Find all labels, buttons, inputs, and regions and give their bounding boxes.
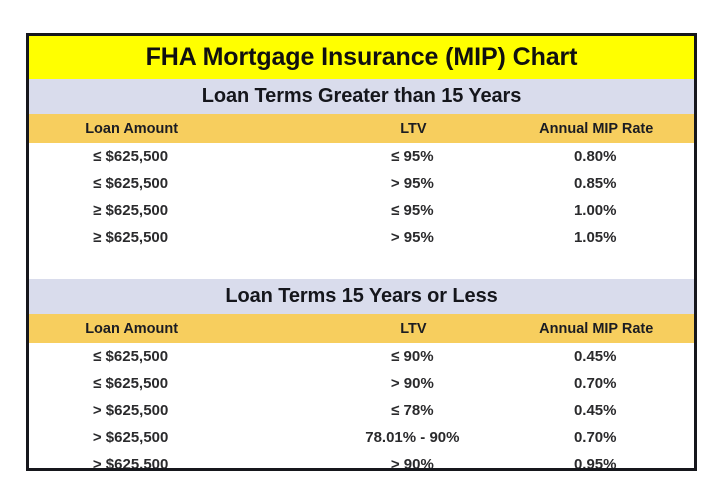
- section-gap: [29, 251, 694, 279]
- mip-chart-frame: FHA Mortgage Insurance (MIP) Chart Loan …: [26, 33, 697, 471]
- cell-annual-mip-rate: 0.85%: [504, 170, 694, 197]
- cell-loan-amount: ≥ $625,500: [29, 224, 319, 251]
- column-header-annual-mip-rate: Annual MIP Rate: [504, 114, 694, 143]
- cell-loan-amount: > $625,500: [29, 451, 319, 468]
- column-header-loan-amount: Loan Amount: [29, 314, 319, 343]
- column-header-loan-amount: Loan Amount: [29, 114, 319, 143]
- column-header-annual-mip-rate: Annual MIP Rate: [504, 314, 694, 343]
- section-heading-band-2: Loan Terms 15 Years or Less: [29, 279, 694, 314]
- mip-table-15-years-or-less: Loan Amount LTV Annual MIP Rate ≤ $625,5…: [29, 314, 694, 468]
- table-row: ≥ $625,500 ≤ 95% 1.00%: [29, 197, 694, 224]
- cell-loan-amount: ≤ $625,500: [29, 143, 319, 170]
- table-row: > $625,500 ≤ 78% 0.45%: [29, 397, 694, 424]
- cell-ltv: 78.01% - 90%: [318, 424, 505, 451]
- cell-loan-amount: > $625,500: [29, 397, 319, 424]
- cell-annual-mip-rate: 0.80%: [504, 143, 694, 170]
- cell-loan-amount: ≥ $625,500: [29, 197, 319, 224]
- cell-annual-mip-rate: 0.45%: [504, 343, 694, 370]
- table-row: ≤ $625,500 ≤ 90% 0.45%: [29, 343, 694, 370]
- section-heading-2: Loan Terms 15 Years or Less: [225, 285, 498, 307]
- cell-annual-mip-rate: 0.70%: [504, 370, 694, 397]
- cell-annual-mip-rate: 0.95%: [504, 451, 694, 468]
- cell-ltv: > 95%: [318, 224, 505, 251]
- cell-ltv: ≤ 90%: [318, 343, 505, 370]
- column-header-ltv: LTV: [318, 114, 505, 143]
- chart-title: FHA Mortgage Insurance (MIP) Chart: [145, 43, 578, 71]
- section-heading-band-1: Loan Terms Greater than 15 Years: [29, 79, 694, 114]
- cell-loan-amount: ≤ $625,500: [29, 170, 319, 197]
- cell-ltv: > 90%: [318, 451, 505, 468]
- section-heading-1: Loan Terms Greater than 15 Years: [201, 85, 522, 107]
- column-header-ltv: LTV: [318, 314, 505, 343]
- cell-ltv: ≤ 95%: [318, 197, 505, 224]
- table-row: ≤ $625,500 > 90% 0.70%: [29, 370, 694, 397]
- cell-annual-mip-rate: 1.00%: [504, 197, 694, 224]
- cell-annual-mip-rate: 0.70%: [504, 424, 694, 451]
- table-header-row: Loan Amount LTV Annual MIP Rate: [29, 314, 694, 343]
- table-row: > $625,500 > 90% 0.95%: [29, 451, 694, 468]
- table-row: ≥ $625,500 > 95% 1.05%: [29, 224, 694, 251]
- cell-loan-amount: ≤ $625,500: [29, 370, 319, 397]
- table-row: ≤ $625,500 ≤ 95% 0.80%: [29, 143, 694, 170]
- cell-ltv: > 90%: [318, 370, 505, 397]
- cell-loan-amount: > $625,500: [29, 424, 319, 451]
- cell-ltv: > 95%: [318, 170, 505, 197]
- chart-title-band: FHA Mortgage Insurance (MIP) Chart: [29, 36, 694, 79]
- table-row: > $625,500 78.01% - 90% 0.70%: [29, 424, 694, 451]
- cell-ltv: ≤ 78%: [318, 397, 505, 424]
- mip-table-over-15-years: Loan Amount LTV Annual MIP Rate ≤ $625,5…: [29, 114, 694, 251]
- table-row: ≤ $625,500 > 95% 0.85%: [29, 170, 694, 197]
- cell-annual-mip-rate: 0.45%: [504, 397, 694, 424]
- cell-loan-amount: ≤ $625,500: [29, 343, 319, 370]
- cell-ltv: ≤ 95%: [318, 143, 505, 170]
- cell-annual-mip-rate: 1.05%: [504, 224, 694, 251]
- table-header-row: Loan Amount LTV Annual MIP Rate: [29, 114, 694, 143]
